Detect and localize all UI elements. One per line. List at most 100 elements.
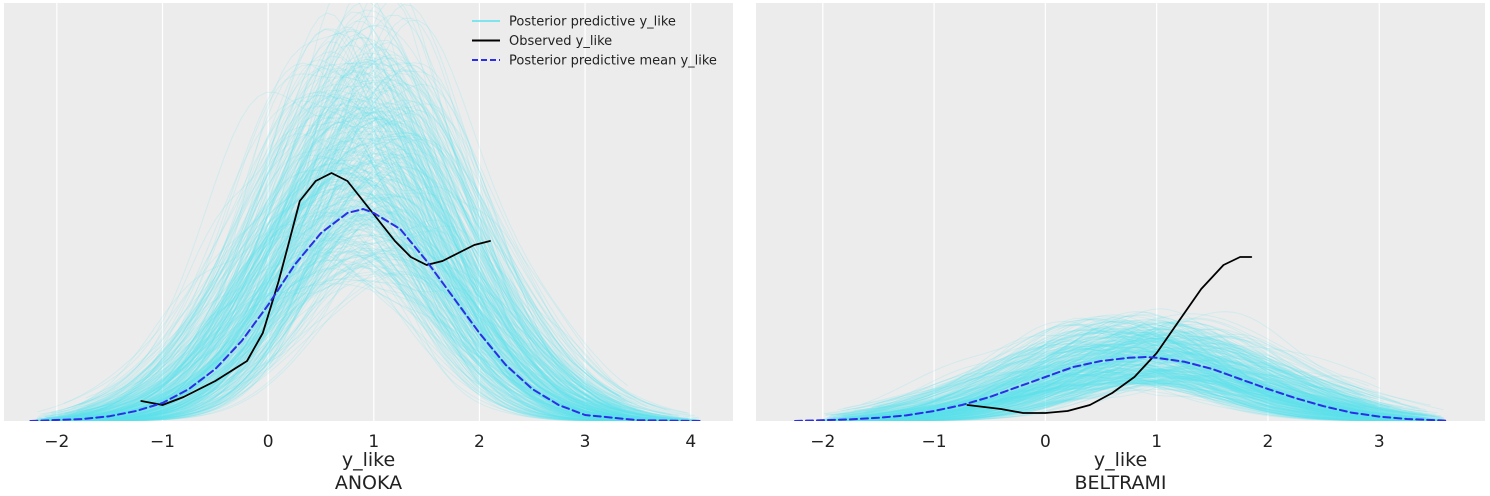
posterior-predictive-curve	[843, 367, 1364, 421]
legend-label-mean: Posterior predictive mean y_like	[509, 54, 717, 69]
posterior-predictive-curve	[41, 97, 701, 421]
posterior-predictive-curve	[50, 85, 699, 421]
posterior-predictive-curve	[832, 380, 1430, 421]
posterior-predictive-curve	[42, 95, 692, 421]
posterior-predictive-curve	[829, 329, 1366, 421]
posterior-predictive-curve	[40, 242, 655, 421]
posterior-predictive-curve	[825, 337, 1419, 421]
posterior-predictive-curve	[870, 373, 1436, 421]
posterior-predictive-curve	[62, 155, 641, 421]
posterior-predictive-curve	[867, 376, 1374, 421]
posterior-predictive-curve	[72, 171, 692, 421]
posterior-predictive-curve	[49, 147, 640, 421]
x-axis-label: y_like	[1094, 449, 1147, 471]
posterior-predictive-curve	[870, 358, 1363, 421]
posterior-predictive-curve	[48, 217, 642, 421]
posterior-predictive-curve	[61, 76, 623, 420]
posterior-predictive-curve	[79, 159, 628, 419]
posterior-predictive-curve	[72, 192, 678, 421]
legend-label-predictive: Posterior predictive y_like	[509, 15, 676, 30]
posterior-predictive-curve	[873, 371, 1359, 419]
posterior-predictive-curve	[871, 348, 1424, 420]
posterior-predictive-curve	[862, 319, 1429, 418]
posterior-predictive-curve	[845, 335, 1440, 420]
posterior-predictive-curve	[836, 370, 1400, 421]
posterior-predictive-curve	[54, 110, 669, 421]
posterior-predictive-curve	[858, 319, 1364, 421]
posterior-predictive-curve	[874, 354, 1393, 421]
posterior-predictive-curve	[859, 329, 1364, 415]
posterior-predictive-curve	[78, 219, 662, 421]
posterior-predictive-curve	[872, 359, 1389, 421]
posterior-predictive-curve	[66, 272, 678, 421]
posterior-predictive-curve	[875, 344, 1370, 420]
posterior-predictive-curve	[868, 376, 1440, 421]
posterior-predictive-curve	[851, 351, 1405, 421]
posterior-predictive-curve	[854, 339, 1366, 421]
posterior-predictive-curve	[831, 344, 1387, 421]
posterior-predictive-curve	[854, 380, 1415, 421]
posterior-predictive-curve	[42, 249, 661, 421]
plot-background	[756, 3, 1485, 421]
posterior-predictive-curve	[75, 130, 673, 416]
posterior-predictive-curve	[826, 375, 1383, 421]
posterior-predictive-curve	[860, 346, 1414, 421]
posterior-predictive-curve	[848, 374, 1359, 420]
posterior-predictive-curve	[874, 324, 1442, 419]
posterior-predictive-curve	[37, 170, 625, 421]
posterior-predictive-curve	[41, 250, 691, 421]
plot-area	[794, 256, 1447, 421]
posterior-predictive-curve	[846, 334, 1434, 421]
posterior-predictive-curve	[71, 25, 636, 421]
posterior-predictive-curve	[37, 106, 626, 421]
posterior-predictive-curve	[830, 326, 1369, 421]
posterior-predictive-curve	[843, 380, 1429, 421]
posterior-predictive-curve	[842, 328, 1359, 421]
posterior-predictive-curve	[37, 55, 662, 421]
posterior-predictive-curve	[867, 342, 1398, 421]
posterior-predictive-curve	[863, 370, 1428, 419]
posterior-predictive-curve	[61, 146, 686, 421]
posterior-predictive-curve	[842, 364, 1406, 418]
posterior-predictive-curve	[68, 68, 624, 421]
posterior-predictive-curve	[869, 331, 1444, 421]
posterior-predictive-curve	[855, 359, 1399, 421]
posterior-predictive-curve	[38, 273, 656, 421]
posterior-predictive-curve	[70, 79, 673, 419]
posterior-predictive-curve	[826, 333, 1391, 421]
posterior-predictive-curve	[863, 367, 1445, 421]
posterior-predictive-curve	[846, 315, 1421, 421]
posterior-predictive-curve	[43, 219, 695, 421]
posterior-predictive-curve	[51, 223, 645, 418]
posterior-predictive-curve	[79, 106, 695, 420]
posterior-predictive-curve	[57, 152, 653, 421]
posterior-predictive-curve	[842, 330, 1386, 419]
posterior-predictive-curve	[852, 377, 1359, 421]
posterior-predictive-curve	[839, 382, 1442, 421]
posterior-predictive-curve	[829, 364, 1410, 421]
posterior-predictive-curve	[846, 363, 1419, 421]
posterior-predictive-curve	[54, 28, 699, 420]
posterior-predictive-curve	[854, 369, 1441, 421]
posterior-predictive-curve	[79, 243, 696, 421]
posterior-predictive-curve	[56, 137, 621, 420]
posterior-predictive-curve	[835, 365, 1442, 421]
posterior-predictive-curve	[56, 228, 700, 421]
posterior-predictive-curve	[823, 375, 1431, 421]
posterior-predictive-curve	[40, 177, 643, 421]
posterior-predictive-curve	[63, 201, 661, 421]
posterior-predictive-curve	[63, 116, 627, 421]
posterior-predictive-curve	[63, 91, 673, 419]
posterior-predictive-curve	[827, 346, 1372, 421]
posterior-predictive-curve	[855, 311, 1444, 421]
posterior-predictive-curve	[49, 156, 636, 421]
posterior-predictive-curve	[828, 329, 1425, 419]
posterior-predictive-curve	[72, 195, 696, 421]
posterior-predictive-curve	[76, 187, 693, 421]
posterior-predictive-curve	[858, 365, 1397, 421]
posterior-predictive-curve	[45, 208, 648, 421]
posterior-predictive-curve	[842, 377, 1359, 421]
posterior-predictive-curve	[824, 380, 1386, 421]
posterior-predictive-curve	[867, 322, 1437, 420]
posterior-predictive-curve	[864, 319, 1383, 419]
